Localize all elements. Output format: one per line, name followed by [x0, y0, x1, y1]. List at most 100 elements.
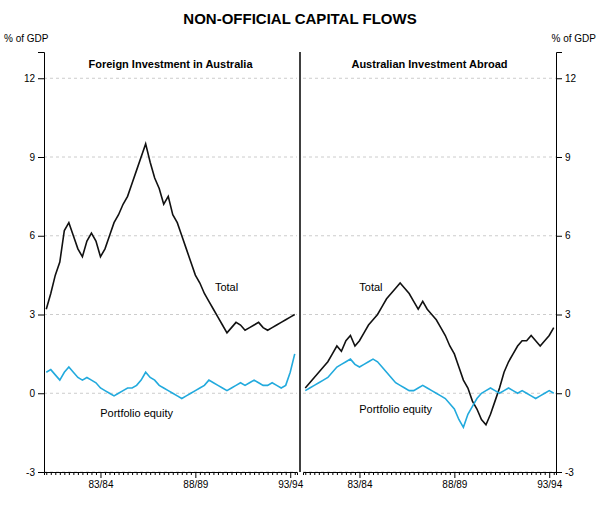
tick: 6 — [556, 230, 571, 241]
plot-area — [305, 283, 553, 427]
tick-mark — [38, 315, 44, 316]
tick — [400, 472, 401, 475]
tick-mark — [38, 157, 44, 158]
tick — [141, 472, 142, 475]
tick — [332, 472, 333, 475]
tick-mark — [290, 472, 291, 478]
tick — [350, 472, 351, 475]
tick — [123, 472, 124, 475]
tick-mark — [549, 472, 550, 478]
tick-mark — [73, 472, 74, 475]
tick-mark — [432, 472, 433, 475]
tick-mark — [556, 315, 562, 316]
line — [305, 283, 553, 425]
tick — [200, 472, 201, 475]
tick — [105, 472, 106, 475]
tick-mark — [132, 472, 133, 475]
tick: 93/94 — [278, 472, 303, 490]
tick-label: 3 — [29, 309, 35, 320]
tick-mark — [364, 472, 365, 475]
grid-line — [303, 235, 556, 236]
grid-line — [44, 157, 297, 158]
tick: 88/89 — [183, 472, 208, 490]
grid-line — [303, 157, 556, 158]
tick — [69, 472, 70, 475]
axis-line — [304, 473, 557, 476]
tick — [481, 472, 482, 475]
tick-mark — [355, 472, 356, 475]
tick-mark — [128, 472, 129, 475]
tick-mark — [186, 472, 187, 475]
panel: -303691283/8488/8993/94Foreign Investmen… — [4, 33, 304, 490]
tick-mark — [459, 472, 460, 475]
tick — [259, 472, 260, 475]
tick-mark — [82, 472, 83, 475]
y-axis: -3036912 — [24, 53, 45, 478]
tick-mark — [114, 472, 115, 475]
tick — [236, 472, 237, 475]
tick — [405, 472, 406, 475]
tick — [128, 472, 129, 475]
tick-mark — [556, 157, 562, 158]
tick-mark — [427, 472, 428, 475]
tick-mark — [305, 472, 306, 475]
tick — [46, 472, 47, 475]
tick — [418, 472, 419, 475]
chart: -303691283/8488/8993/94Foreign Investmen… — [0, 0, 600, 508]
tick — [513, 472, 514, 475]
tick-mark — [213, 472, 214, 475]
tick — [64, 472, 65, 475]
tick — [110, 472, 111, 475]
tick — [432, 472, 433, 475]
series-label: Portfolio equity — [100, 407, 173, 419]
tick — [409, 472, 410, 475]
tick-mark — [191, 472, 192, 475]
tick-label: -3 — [565, 467, 574, 478]
tick-mark — [209, 472, 210, 475]
tick-mark — [554, 472, 555, 475]
title: NON-OFFICIAL CAPITAL FLOWS — [183, 10, 416, 27]
tick — [272, 472, 273, 475]
plot-area — [46, 144, 294, 399]
axis-title: % of GDP — [552, 33, 597, 44]
tick — [355, 472, 356, 475]
tick — [346, 472, 347, 475]
tick-mark — [346, 472, 347, 475]
line — [305, 359, 553, 427]
tick-mark — [405, 472, 406, 475]
tick: 9 — [29, 152, 44, 163]
tick-mark — [400, 472, 401, 475]
tick-label: 0 — [565, 388, 571, 399]
tick: 12 — [24, 73, 44, 84]
tick-mark — [323, 472, 324, 475]
tick-label: 12 — [24, 73, 36, 84]
tick — [155, 472, 156, 475]
tick — [472, 472, 473, 475]
tick-mark — [556, 393, 562, 394]
tick — [119, 472, 120, 475]
tick-mark — [310, 472, 311, 475]
tick-mark — [509, 472, 510, 475]
tick-mark — [204, 472, 205, 475]
tick-mark — [441, 472, 442, 475]
tick — [96, 472, 97, 475]
tick — [554, 472, 555, 475]
tick-mark — [78, 472, 79, 475]
tick-label: 9 — [565, 152, 571, 163]
tick — [295, 472, 296, 475]
tick-mark — [64, 472, 65, 475]
tick-mark — [409, 472, 410, 475]
tick-mark — [295, 472, 296, 475]
series-label: Total — [215, 281, 238, 293]
tick — [414, 472, 415, 475]
tick-mark — [119, 472, 120, 475]
tick-label: 88/89 — [442, 479, 467, 490]
tick-mark — [164, 472, 165, 475]
tick-mark — [277, 472, 278, 475]
tick-mark — [263, 472, 264, 475]
tick — [250, 472, 251, 475]
tick — [91, 472, 92, 475]
tick-mark — [463, 472, 464, 475]
tick-mark — [500, 472, 501, 475]
tick-mark — [382, 472, 383, 475]
